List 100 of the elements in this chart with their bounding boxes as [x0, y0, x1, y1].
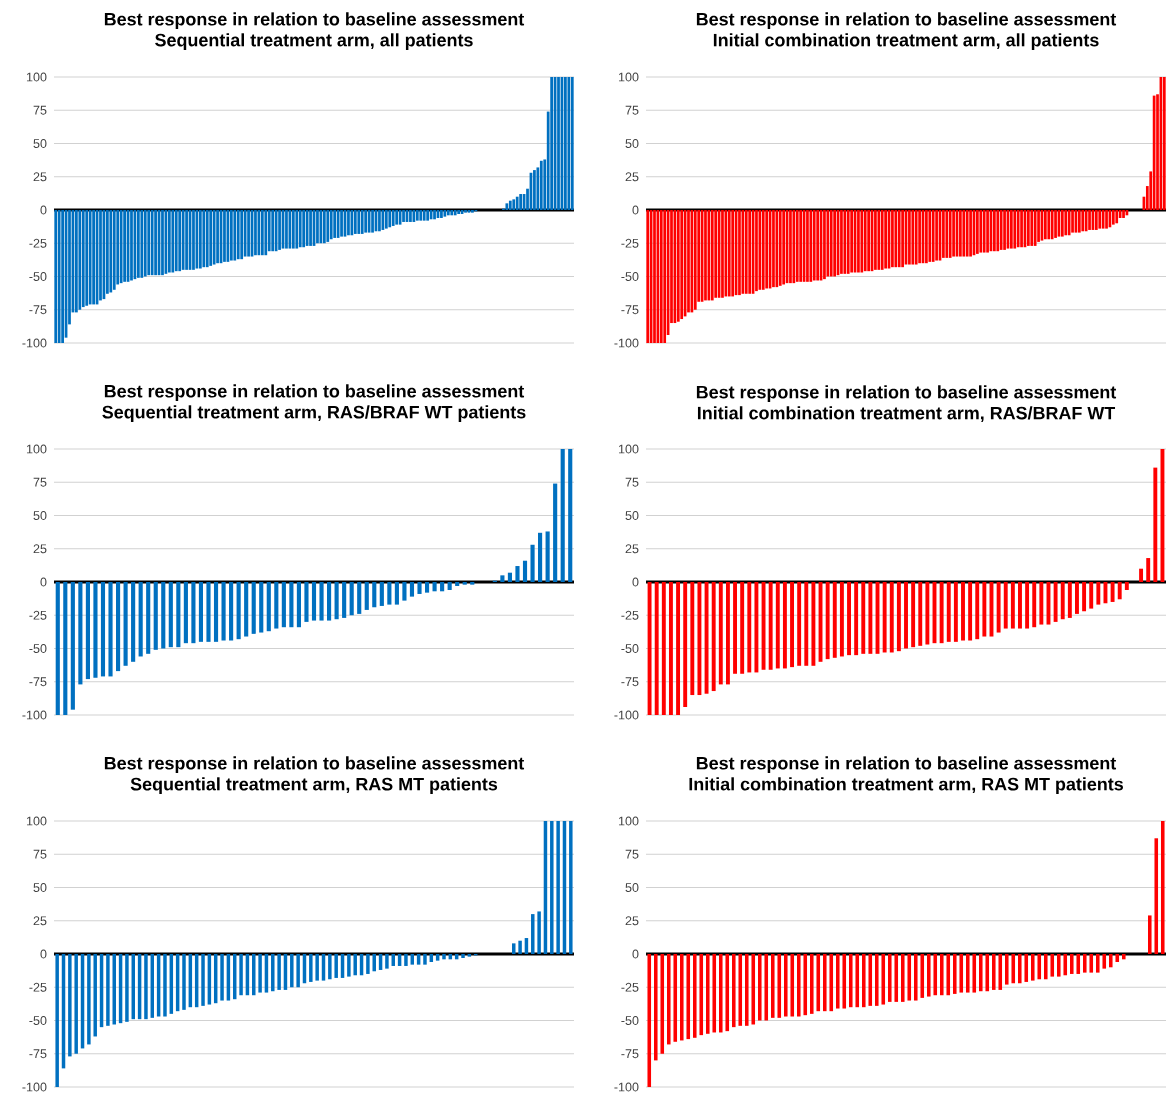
bar	[85, 209, 89, 306]
bar	[556, 821, 560, 954]
y-tick-label: -75	[621, 677, 639, 687]
bar	[860, 209, 864, 273]
bar	[1047, 209, 1051, 240]
bar	[163, 954, 167, 1017]
bar	[775, 582, 780, 669]
bar	[1064, 209, 1068, 236]
bar	[768, 582, 773, 670]
bar	[1117, 582, 1122, 600]
bar	[747, 582, 752, 673]
bar	[440, 209, 443, 218]
bar	[357, 582, 362, 614]
bar	[889, 582, 894, 653]
bar	[1037, 209, 1040, 242]
bar	[978, 954, 983, 992]
bar	[738, 209, 741, 296]
bar	[568, 449, 573, 582]
bar	[462, 582, 467, 585]
bar	[687, 209, 690, 313]
y-tick-label: -25	[621, 610, 639, 620]
bar	[243, 209, 247, 257]
bar	[315, 954, 319, 981]
y-tick-label: 100	[26, 72, 47, 82]
y-tick-label: 50	[625, 511, 639, 520]
y-tick-label: -25	[621, 238, 639, 248]
chart-subtitle: Sequential treatment arm, RAS MT patients	[130, 777, 498, 794]
y-tick-label: 0	[632, 577, 639, 587]
bar	[550, 76, 553, 210]
bar	[1024, 954, 1029, 982]
bar	[969, 209, 972, 257]
bar	[240, 209, 244, 260]
bar	[328, 954, 332, 980]
bar	[404, 954, 408, 966]
bar	[738, 954, 743, 1026]
bar	[913, 954, 918, 1001]
bar	[1084, 209, 1088, 232]
bar	[792, 209, 796, 284]
y-tick-label: -50	[29, 1016, 47, 1025]
bar	[108, 582, 113, 677]
bar	[1050, 954, 1055, 977]
bar	[953, 582, 958, 642]
bar	[70, 582, 75, 710]
y-tick-label: 0	[40, 949, 47, 959]
bar	[1124, 582, 1129, 590]
bar	[391, 209, 395, 226]
bar	[891, 209, 894, 268]
bar	[692, 954, 697, 1038]
bar	[857, 209, 860, 273]
y-tick-label: -50	[621, 644, 639, 653]
bar	[1067, 582, 1072, 618]
bar	[894, 954, 899, 1002]
bar	[877, 209, 881, 270]
bar	[470, 582, 475, 585]
bar	[1102, 954, 1107, 969]
y-tick-label: -75	[621, 305, 639, 315]
bar	[996, 209, 1000, 252]
bar	[1089, 954, 1094, 973]
bar	[979, 209, 983, 253]
bar	[274, 582, 279, 629]
bar	[725, 582, 730, 685]
bar	[961, 582, 965, 641]
y-tick-label: 0	[40, 205, 47, 215]
y-tick-label: 100	[618, 816, 639, 826]
bar	[797, 582, 802, 666]
bar	[948, 209, 952, 258]
y-tick-label: -25	[621, 982, 639, 992]
bar	[143, 209, 147, 277]
bar	[1075, 582, 1079, 614]
y-tick-label: 75	[33, 849, 47, 859]
bar	[1030, 209, 1034, 246]
bar	[725, 954, 730, 1032]
y-tick-label: 25	[33, 172, 47, 182]
bar	[764, 954, 769, 1021]
bar	[146, 582, 151, 654]
bar	[569, 821, 573, 954]
bar	[874, 209, 877, 270]
bar	[464, 209, 467, 213]
bar	[239, 954, 243, 996]
bar	[557, 76, 560, 210]
bar	[757, 954, 762, 1021]
bar	[939, 954, 944, 996]
bar	[868, 582, 873, 654]
bar	[202, 209, 206, 268]
y-tick-label: -100	[22, 338, 47, 348]
bar	[816, 209, 819, 281]
bar	[804, 582, 809, 666]
bar	[298, 209, 302, 248]
bar	[61, 209, 64, 343]
bar	[985, 954, 990, 992]
bar	[679, 954, 684, 1041]
bar	[697, 582, 702, 696]
bar	[201, 954, 205, 1006]
bar	[900, 954, 905, 1002]
bar	[394, 582, 399, 605]
bar	[904, 582, 908, 649]
bar	[1154, 838, 1159, 954]
bar	[236, 582, 241, 640]
bar	[1044, 209, 1047, 240]
bar	[1082, 954, 1087, 973]
